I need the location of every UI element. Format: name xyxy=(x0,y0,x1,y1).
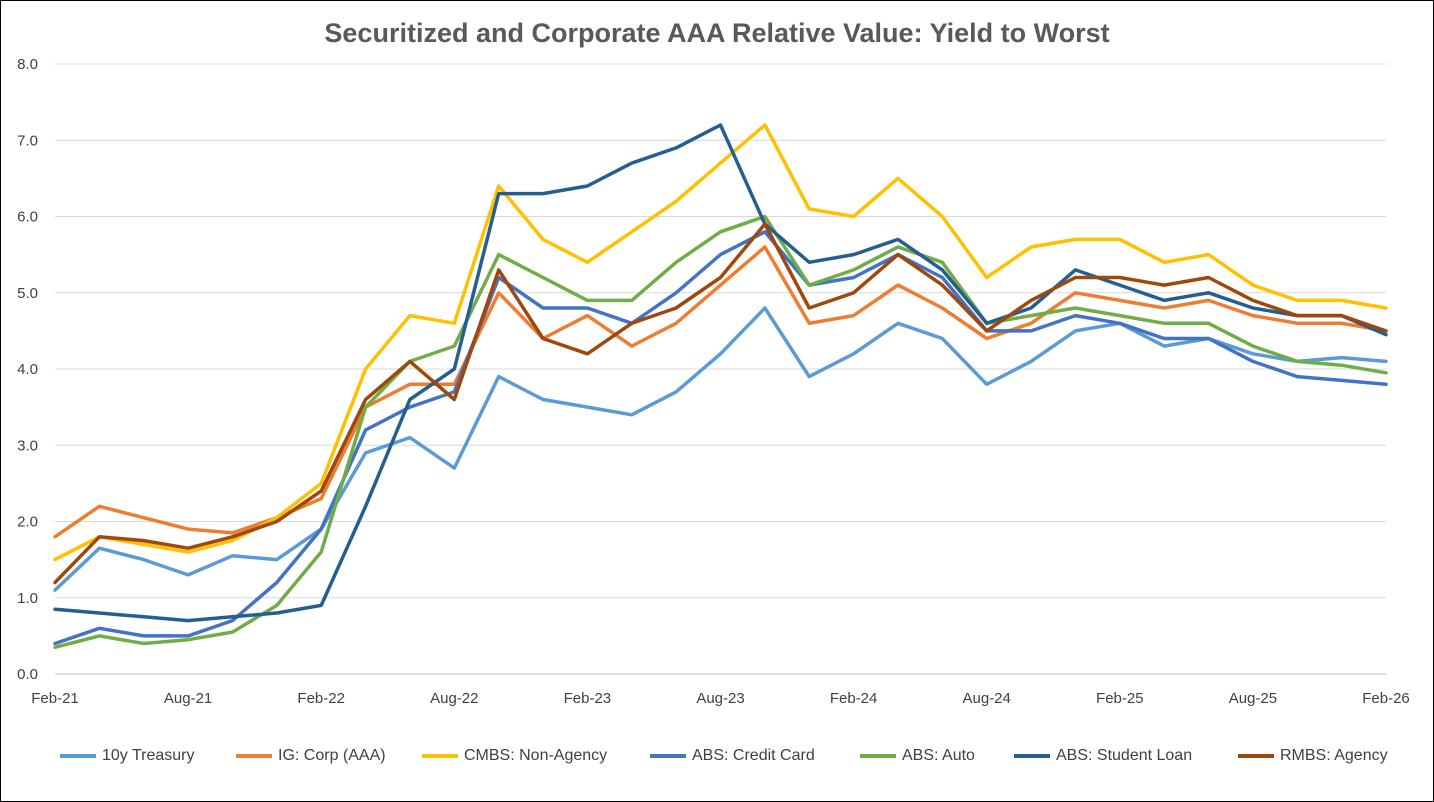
y-tick-label: 3.0 xyxy=(17,437,38,454)
x-tick-labels: Feb-21 Aug-21 Feb-22 Aug-22 Feb-23 Aug-23 Feb-… xyxy=(31,690,1410,707)
legend-label: ABS: Auto xyxy=(902,747,975,764)
y-tick-label: 5.0 xyxy=(17,285,38,302)
x-tick-label: Feb-23 xyxy=(564,690,612,707)
x-tick-label: Feb-22 xyxy=(297,690,345,707)
legend-label: 10y Treasury xyxy=(102,747,195,764)
x-tick-label: Feb-25 xyxy=(1096,690,1144,707)
legend-swatch xyxy=(422,754,458,758)
legend-item-10y-treasury: 10y Treasury xyxy=(60,745,194,767)
legend-label: ABS: Credit Card xyxy=(692,747,815,764)
series-lines xyxy=(53,123,1388,650)
y-tick-label: 2.0 xyxy=(17,514,38,531)
x-tick-label: Feb-21 xyxy=(31,690,79,707)
x-tick-label: Aug-24 xyxy=(963,690,1011,707)
legend-item-ig-corp: IG: Corp (AAA) xyxy=(236,745,386,767)
gridlines xyxy=(55,63,1386,675)
legend-item-abs-auto: ABS: Auto xyxy=(860,745,975,767)
x-tick-label: Feb-24 xyxy=(830,690,878,707)
y-tick-label: 4.0 xyxy=(17,361,38,378)
series-line-abs-credit-card xyxy=(53,230,1388,646)
series-line-ig-corp-aaa xyxy=(53,245,1388,539)
legend-label: ABS: Student Loan xyxy=(1056,747,1193,764)
legend-swatch xyxy=(1014,754,1050,758)
legend-swatch xyxy=(60,754,96,758)
legend-label: IG: Corp (AAA) xyxy=(278,747,386,764)
legend: 10y Treasury IG: Corp (AAA) CMBS: Non-Ag… xyxy=(0,745,1434,769)
legend-label: CMBS: Non-Agency xyxy=(464,747,608,764)
y-tick-label: 7.0 xyxy=(17,132,38,149)
legend-item-cmbs: CMBS: Non-Agency xyxy=(422,745,607,767)
y-tick-label: 0.0 xyxy=(17,666,38,683)
y-tick-label: 1.0 xyxy=(17,590,38,607)
legend-label: RMBS: Agency xyxy=(1280,747,1388,764)
x-tick-label: Aug-21 xyxy=(164,690,212,707)
y-tick-label: 8.0 xyxy=(17,56,38,73)
y-tick-labels: 0.0 1.0 2.0 3.0 4.0 5.0 6.0 7.0 8.0 xyxy=(17,56,38,683)
x-tick-label: Aug-25 xyxy=(1229,690,1277,707)
legend-item-abs-student-loan: ABS: Student Loan xyxy=(1014,745,1192,767)
x-tick-label: Aug-22 xyxy=(430,690,478,707)
legend-swatch xyxy=(1238,754,1274,758)
legend-swatch xyxy=(650,754,686,758)
series-line-rmbs-agency xyxy=(53,222,1388,585)
x-tick-label: Aug-23 xyxy=(696,690,744,707)
legend-swatch xyxy=(236,754,272,758)
series-line-10y-treasury xyxy=(53,306,1388,592)
chart-title: Securitized and Corporate AAA Relative V… xyxy=(324,18,1110,48)
x-tick-label: Feb-26 xyxy=(1362,690,1410,707)
series-line-abs-student-loan xyxy=(53,123,1388,623)
legend-swatch xyxy=(860,754,896,758)
series-line-cmbs-non-agency xyxy=(53,123,1388,562)
series-line-abs-auto xyxy=(53,214,1388,650)
legend-item-abs-credit-card: ABS: Credit Card xyxy=(650,745,815,767)
y-tick-label: 6.0 xyxy=(17,209,38,226)
legend-item-rmbs-agency: RMBS: Agency xyxy=(1238,745,1388,767)
